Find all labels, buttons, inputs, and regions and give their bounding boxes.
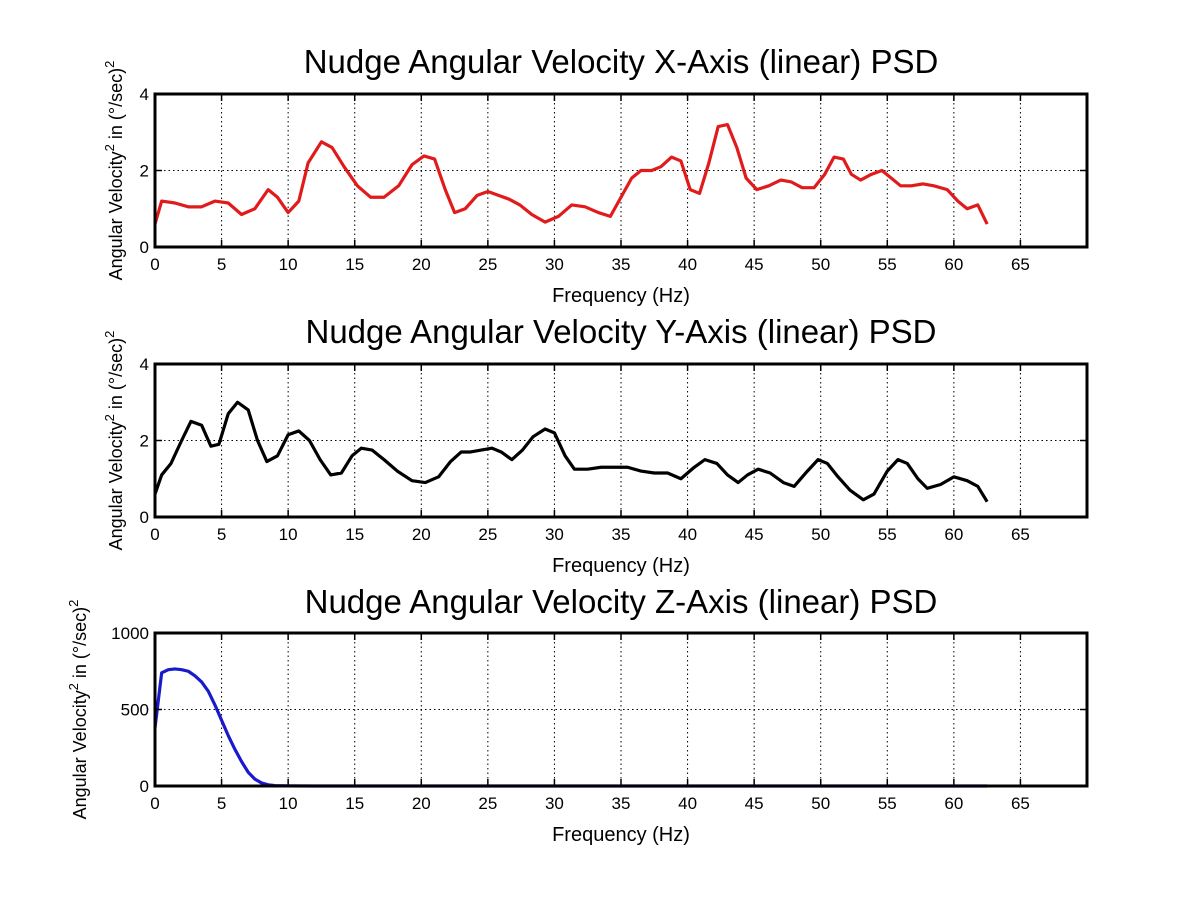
x-tick-label: 65 (1011, 794, 1030, 813)
x-tick-label: 35 (612, 525, 631, 544)
x-tick-label: 30 (545, 525, 564, 544)
series-line (153, 667, 988, 788)
x-axis-label: Frequency (Hz) (552, 555, 690, 577)
y-axis-label: Angular Velocity2 in (°/sec)2 (102, 61, 126, 281)
x-tick-label: 30 (545, 255, 564, 274)
x-tick-label: 50 (811, 794, 830, 813)
x-tick-label: 35 (612, 794, 631, 813)
x-tick-label: 55 (878, 794, 897, 813)
subplot-z: Nudge Angular Velocity Z-Axis (linear) P… (66, 583, 1089, 846)
y-axis-label-text: in (°/sec) (106, 68, 126, 144)
y-axis-label-text: Angular Velocity (70, 690, 90, 819)
x-tick-label: 10 (279, 525, 298, 544)
x-tick-label: 20 (412, 525, 431, 544)
x-tick-label: 0 (150, 255, 159, 274)
x-tick-label: 45 (745, 794, 764, 813)
y-axis-label-superscript: 2 (102, 144, 117, 151)
y-axis-label: Angular Velocity2 in (°/sec)2 (102, 331, 126, 551)
x-tick-label: 45 (745, 255, 764, 274)
x-tick-label: 20 (412, 255, 431, 274)
plot-title: Nudge Angular Velocity Y-Axis (linear) P… (306, 313, 937, 350)
x-tick-label: 10 (279, 794, 298, 813)
x-axis-label: Frequency (Hz) (552, 824, 690, 846)
x-tick-label: 60 (944, 794, 963, 813)
x-tick-label: 55 (878, 525, 897, 544)
y-tick-label: 0 (140, 508, 149, 527)
y-tick-label: 0 (140, 238, 149, 257)
y-tick-label: 4 (140, 355, 149, 374)
x-tick-label: 30 (545, 794, 564, 813)
y-axis-label-superscript: 2 (102, 331, 117, 338)
y-axis-label-superscript: 2 (102, 414, 117, 421)
plot-title: Nudge Angular Velocity X-Axis (linear) P… (304, 43, 939, 80)
x-tick-label: 25 (478, 255, 497, 274)
subplot-y: Nudge Angular Velocity Y-Axis (linear) P… (102, 313, 1089, 577)
x-tick-label: 0 (150, 794, 159, 813)
plot-title: Nudge Angular Velocity Z-Axis (linear) P… (305, 583, 938, 620)
x-tick-label: 0 (150, 525, 159, 544)
x-tick-label: 25 (478, 525, 497, 544)
y-axis-label: Angular Velocity2 in (°/sec)2 (66, 600, 90, 820)
y-tick-label: 500 (121, 701, 149, 720)
y-tick-label: 0 (140, 777, 149, 796)
series-line (153, 123, 989, 225)
series-line (153, 400, 989, 503)
x-tick-label: 5 (217, 794, 226, 813)
y-axis-label-text: Angular Velocity (106, 421, 126, 550)
y-axis-label-superscript: 2 (66, 600, 81, 607)
x-tick-label: 15 (345, 255, 364, 274)
x-tick-label: 40 (678, 255, 697, 274)
y-axis-label-text: in (°/sec) (70, 607, 90, 683)
x-tick-label: 10 (279, 255, 298, 274)
subplot-x: Nudge Angular Velocity X-Axis (linear) P… (102, 43, 1089, 307)
y-tick-label: 2 (140, 432, 149, 451)
x-tick-label: 60 (944, 525, 963, 544)
x-tick-label: 20 (412, 794, 431, 813)
x-tick-label: 40 (678, 525, 697, 544)
x-tick-label: 5 (217, 525, 226, 544)
y-axis-label-superscript: 2 (102, 61, 117, 68)
y-tick-label: 2 (140, 162, 149, 181)
y-tick-label: 4 (140, 85, 149, 104)
y-axis-label-text: Angular Velocity (106, 151, 126, 280)
x-axis-label: Frequency (Hz) (552, 285, 690, 307)
x-tick-label: 5 (217, 255, 226, 274)
x-tick-label: 50 (811, 255, 830, 274)
x-tick-label: 65 (1011, 525, 1030, 544)
x-tick-label: 50 (811, 525, 830, 544)
x-tick-label: 55 (878, 255, 897, 274)
x-tick-label: 45 (745, 525, 764, 544)
x-tick-label: 40 (678, 794, 697, 813)
x-tick-label: 65 (1011, 255, 1030, 274)
x-tick-label: 35 (612, 255, 631, 274)
x-tick-label: 60 (944, 255, 963, 274)
y-axis-label-superscript: 2 (66, 683, 81, 690)
y-axis-label-text: in (°/sec) (106, 338, 126, 414)
y-tick-label: 1000 (111, 624, 149, 643)
x-tick-label: 15 (345, 525, 364, 544)
x-tick-label: 25 (478, 794, 497, 813)
x-tick-label: 15 (345, 794, 364, 813)
